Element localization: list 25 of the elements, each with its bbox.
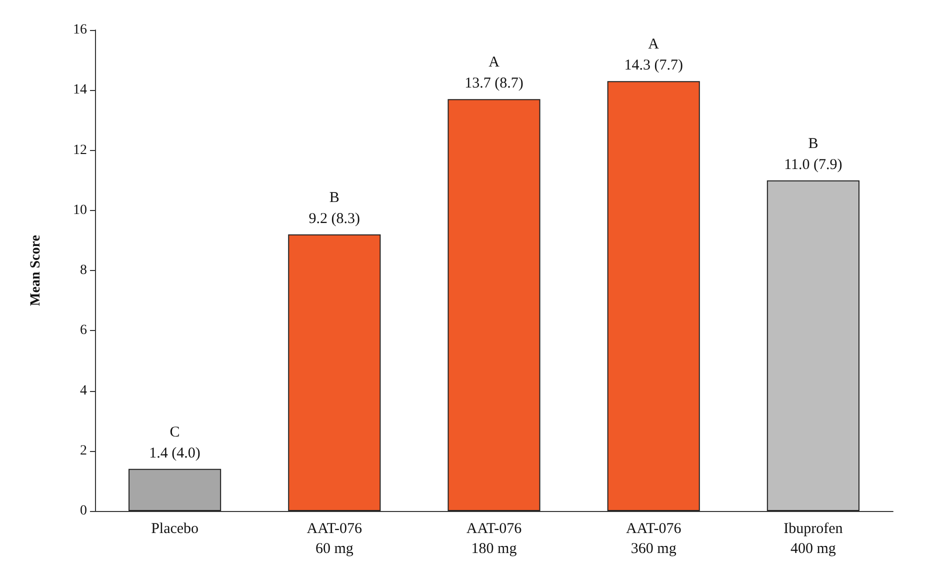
x-tick-label: Placebo bbox=[151, 521, 199, 537]
data-label: B 11.0 (7.9) bbox=[784, 136, 842, 173]
x-tick-label: AAT-076 360 mg bbox=[626, 521, 682, 557]
x-tick-label: AAT-076 60 mg bbox=[306, 521, 363, 557]
data-label: C 1.4 (4.0) bbox=[149, 424, 200, 462]
y-axis-title: Mean Score bbox=[28, 235, 44, 306]
y-tick-label: 16 bbox=[73, 22, 87, 38]
bar bbox=[288, 234, 381, 511]
bar bbox=[448, 99, 540, 511]
y-tick-label: 10 bbox=[73, 202, 87, 218]
data-label: A 13.7 (8.7) bbox=[464, 54, 524, 92]
bar bbox=[607, 81, 700, 511]
x-tick-label: Ibuprofen 400 mg bbox=[784, 521, 844, 557]
y-tick-label: 8 bbox=[80, 263, 87, 278]
y-tick-label: 0 bbox=[80, 504, 87, 518]
y-tick-label: 6 bbox=[80, 323, 87, 338]
y-tick-label: 4 bbox=[80, 383, 87, 398]
bar bbox=[128, 468, 222, 511]
y-tick-label: 12 bbox=[73, 142, 87, 158]
data-label: B 9.2 (8.3) bbox=[308, 190, 360, 227]
x-tick-label: AAT-076 180 mg bbox=[466, 521, 522, 557]
y-tick-label: 14 bbox=[73, 82, 87, 98]
bar bbox=[766, 180, 860, 511]
data-label: A 14.3 (7.7) bbox=[624, 36, 683, 74]
y-tick-label: 2 bbox=[80, 443, 87, 458]
